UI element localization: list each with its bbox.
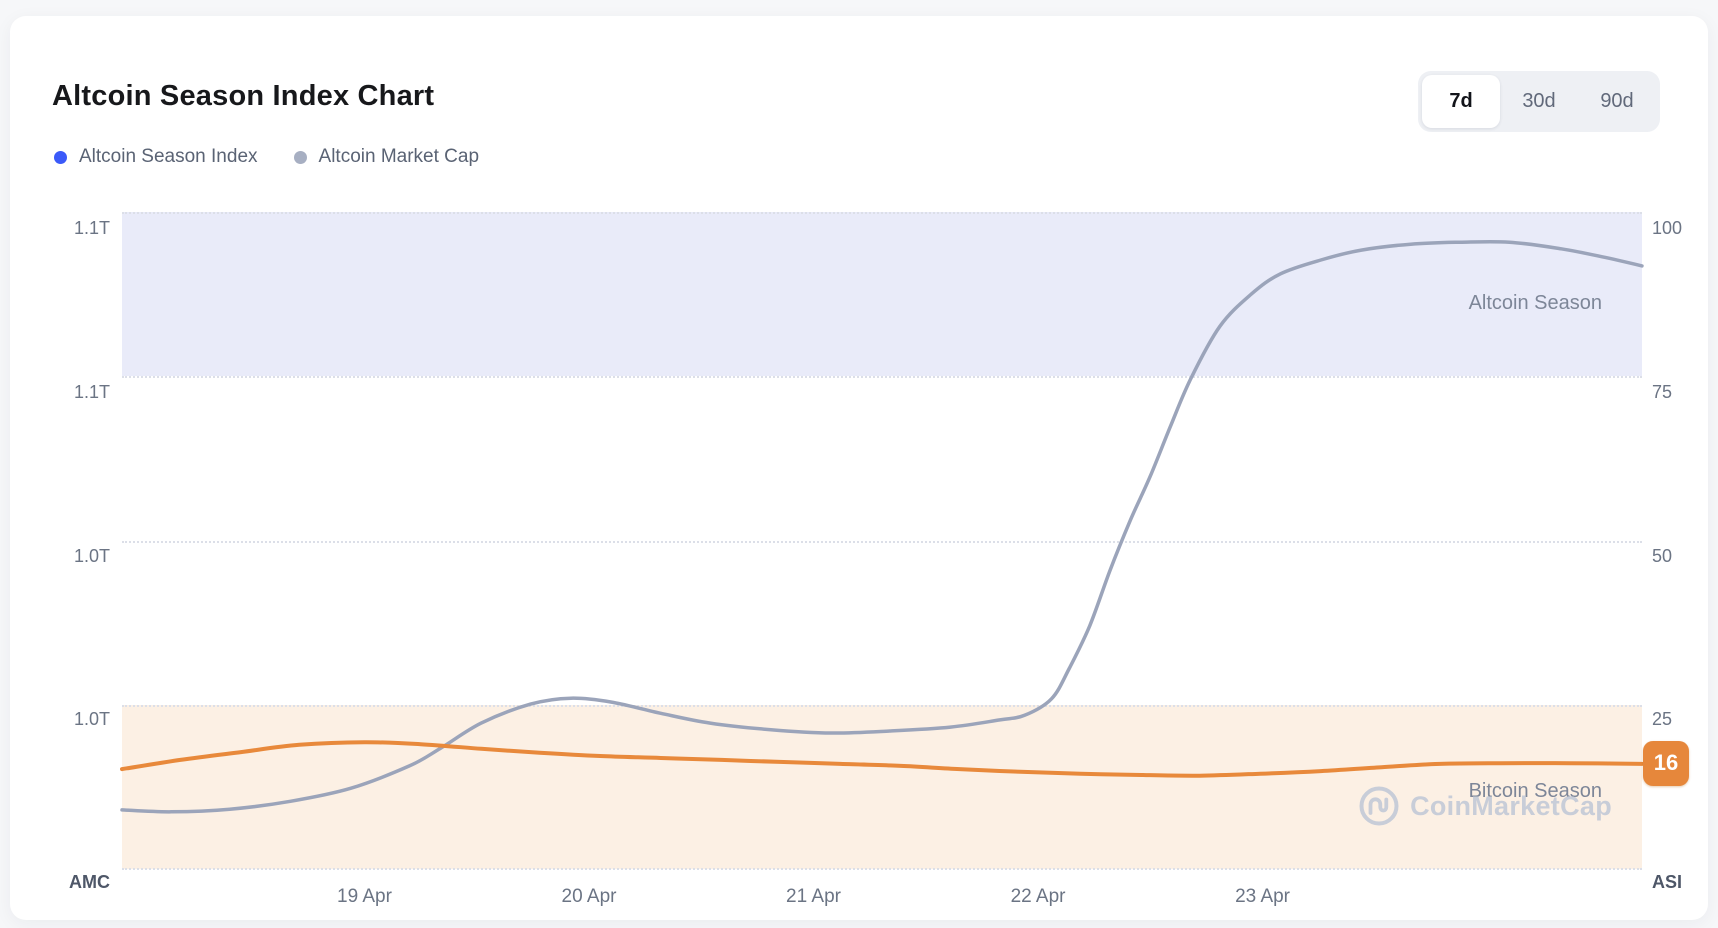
amc-axis-unit-label: AMC [69,872,110,892]
legend-item-altcoin-season-index[interactable]: Altcoin Season Index [54,146,258,168]
left-axis-label: 1.1T [73,382,110,402]
asi-legend-dot-icon [54,150,67,164]
gridline [122,704,1642,707]
gridline [122,212,1642,214]
legend-label: Altcoin Season Index [79,146,258,167]
timeframe-7d-button[interactable]: 7d [1422,75,1500,128]
left-axis-label: 1.0T [73,546,110,566]
right-axis-label: 100 [1652,218,1683,238]
timeframe-selector: 7d 30d 90d [1418,71,1660,132]
x-axis: 19 Apr 20 Apr 21 Apr 22 Apr 23 Apr [10,886,1718,910]
x-tick-label: 19 Apr [337,886,392,907]
altcoin-season-zone-label: Altcoin Season [1468,292,1602,314]
gridline [122,376,1642,379]
altcoin-season-band [122,212,1642,377]
left-axis-label: 1.1T [73,218,110,238]
gridline [122,540,1642,543]
gridline [122,868,1642,870]
x-tick-label: 23 Apr [1235,886,1291,907]
left-axis: 1.1T 1.1T 1.0T 1.0T AMC [38,212,110,892]
x-tick-label: 20 Apr [561,886,617,907]
chart-plot-area [120,212,1644,870]
page-title: Altcoin Season Index Chart [52,80,435,112]
legend-label: Altcoin Market Cap [318,146,480,167]
series-canvas [120,239,1644,814]
right-axis-label: 25 [1652,709,1673,729]
asi-axis-unit-label: ASI [1652,872,1683,892]
legend-item-altcoin-market-cap[interactable]: Altcoin Market Cap [293,146,480,168]
right-axis: 100 75 50 25 ASI [1652,212,1718,892]
timeframe-30d-button[interactable]: 30d [1522,90,1556,112]
bitcoin-season-zone-label: Bitcoin Season [1468,780,1602,802]
watermark: CoinMarketCap [1357,784,1612,828]
x-tick-label: 22 Apr [1010,886,1066,907]
chart-card: Altcoin Season Index Chart Altcoin Seaso… [10,16,1708,920]
altcoin-season-index-line [120,740,1644,778]
left-axis-label: 1.0T [73,709,110,729]
x-tick-label: 21 Apr [786,886,841,907]
right-axis-label: 75 [1652,382,1673,402]
current-value-badge: 16 [1643,740,1689,786]
legend: Altcoin Season Index Altcoin Market Cap [54,146,479,168]
amc-legend-dot-icon [293,150,307,164]
right-axis-label: 50 [1652,546,1673,566]
watermark-text: CoinMarketCap [1410,790,1612,821]
altcoin-market-cap-line [120,239,1644,814]
coinmarketcap-logo-icon [1359,786,1399,826]
timeframe-90d-button[interactable]: 90d [1600,90,1634,112]
